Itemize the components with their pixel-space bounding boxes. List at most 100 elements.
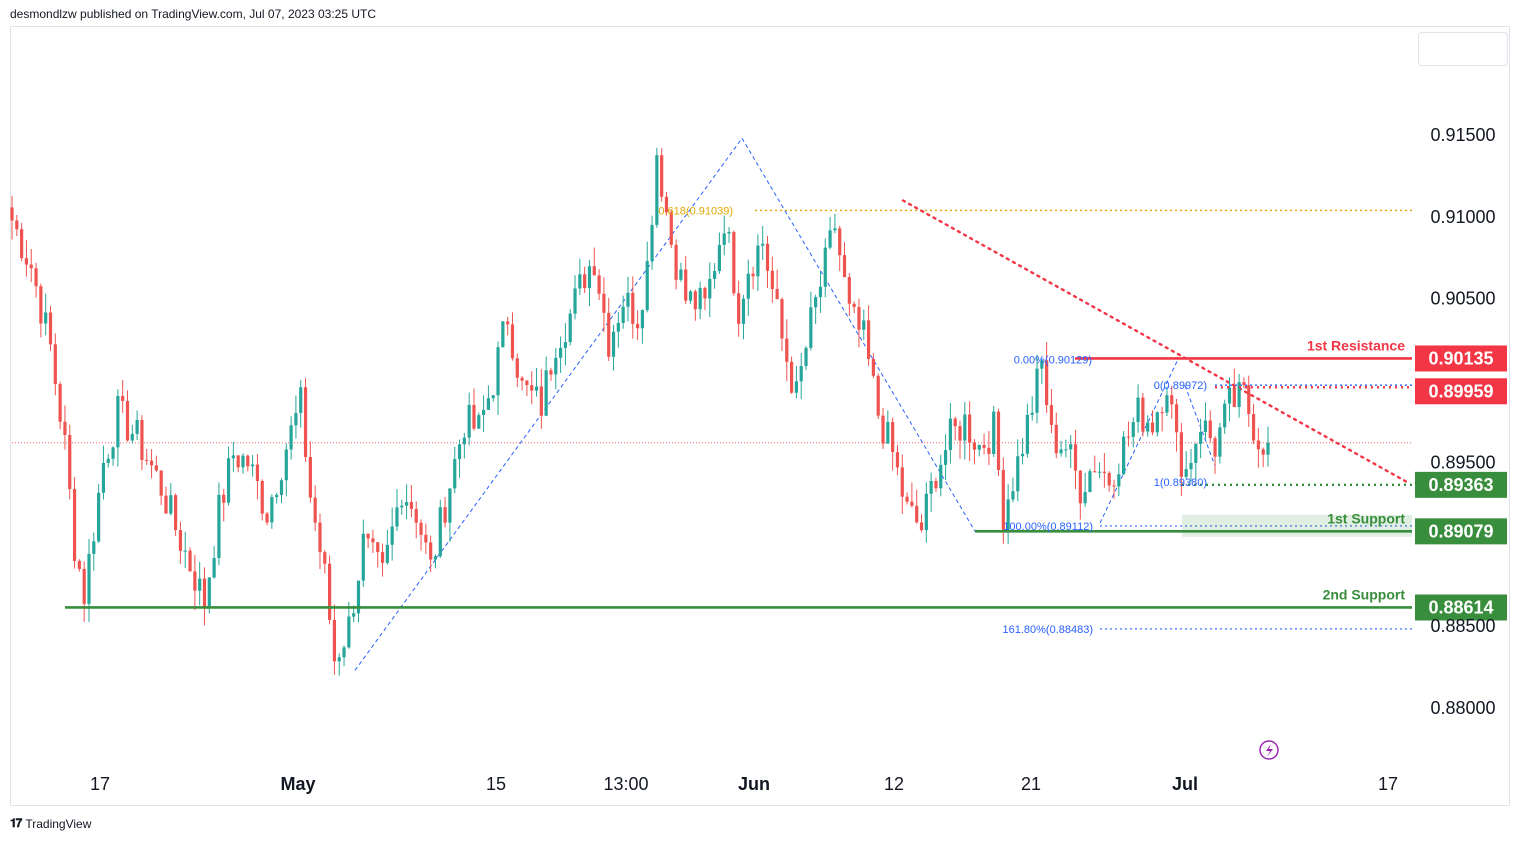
candle-body [693, 291, 697, 310]
fib-label-5: 100.00%(0.89112) [1003, 521, 1093, 533]
candle-body [202, 578, 207, 608]
candle-body [419, 522, 423, 535]
candle-body [236, 455, 240, 468]
candle-body [924, 493, 928, 531]
fib-label-2: 0.00%(0.90129) [1014, 354, 1092, 366]
candle-body [741, 298, 746, 324]
candle-body [770, 270, 774, 289]
candle-body [775, 288, 779, 300]
candle-body [972, 442, 977, 450]
y-tick-label: 0.89500 [1430, 452, 1495, 472]
candle-body [1213, 438, 1217, 457]
candle-body [260, 480, 264, 514]
candle-body [29, 264, 33, 269]
candle-body [1069, 444, 1073, 450]
candle-body [1256, 440, 1260, 450]
fib-trend-line [1099, 359, 1179, 524]
fib-trend-line [354, 137, 743, 671]
candle-body [1035, 368, 1039, 413]
tradingview-logo-icon: 𝟏𝟕 [10, 816, 22, 830]
candle-body [712, 270, 717, 279]
candle-body [318, 522, 322, 553]
candle-body [939, 464, 943, 489]
candle-body [457, 444, 462, 460]
chart-guides [12, 137, 1412, 671]
candle-body [717, 244, 722, 271]
candle-body [255, 464, 260, 481]
candle-body [660, 155, 664, 197]
candle-body [563, 342, 568, 348]
y-axis: 0.91500 0.91000 0.90500 0.89500 0.88500 0.880… [1430, 125, 1495, 718]
candle-body [149, 460, 154, 466]
candle-body [1126, 436, 1131, 438]
candle-body [587, 266, 592, 289]
candle-body [433, 556, 438, 560]
candle-body [1208, 420, 1212, 439]
candle-body [910, 501, 914, 506]
candle-body [1150, 422, 1155, 433]
candle-body [862, 320, 866, 330]
candle-body [1045, 360, 1049, 406]
candle-body [97, 492, 101, 542]
candle-body [371, 538, 375, 543]
candle-body [491, 395, 495, 399]
candle-body [347, 616, 351, 648]
y-tick-label: 0.91500 [1430, 125, 1495, 145]
candle-body [592, 266, 596, 276]
candle-body [496, 347, 500, 396]
candle-body [409, 502, 414, 509]
candle-body [520, 377, 524, 381]
candle-body [515, 358, 519, 378]
candle-body [992, 411, 996, 454]
candle-body [1251, 414, 1256, 441]
candle-body [842, 255, 847, 278]
candle-body [270, 497, 274, 523]
price-tag-text-1: 0.90135 [1428, 348, 1493, 368]
fib-label-1: 0.618(0.91039) [658, 205, 733, 217]
candle-body [977, 444, 981, 450]
candle-body [438, 507, 442, 557]
candle-body [356, 580, 361, 614]
candle-body [1194, 443, 1198, 463]
candle-body [58, 384, 62, 422]
candle-body [963, 414, 967, 441]
chart-control-box[interactable] [1418, 32, 1508, 66]
candle-body [640, 310, 645, 329]
x-tick-label: 12 [884, 774, 904, 794]
candle-body [472, 404, 476, 429]
candle-body [265, 513, 269, 523]
candle-body [534, 386, 539, 391]
candle-body [1054, 424, 1058, 454]
price-tag-3 [1415, 471, 1507, 498]
candle-body [1040, 360, 1044, 369]
x-tick-label: Jul [1172, 774, 1198, 794]
candle-body [1199, 432, 1203, 444]
candle-body [68, 435, 72, 489]
candle-body [135, 419, 139, 434]
candle-body [130, 433, 134, 441]
candle-body [1189, 462, 1193, 470]
candle-body [544, 370, 548, 416]
candle-body [275, 494, 279, 498]
candle-body [390, 526, 394, 545]
x-tick-label: Jun [738, 774, 770, 794]
candle-body [664, 196, 669, 213]
y-tick-label: 0.90500 [1430, 289, 1495, 309]
candle-body [799, 366, 803, 382]
candle-body [178, 530, 183, 551]
candle-body [44, 312, 48, 324]
replay-icon[interactable] [1259, 740, 1279, 760]
price-tag-text-3: 0.89363 [1428, 475, 1493, 495]
candle-body [448, 488, 452, 523]
candle-body [1117, 474, 1121, 487]
candle-body [1107, 472, 1111, 486]
candle-body [395, 507, 399, 527]
candle-body [679, 269, 683, 280]
candle-body [106, 458, 110, 463]
candle-body [688, 291, 693, 301]
candle-body [1136, 397, 1140, 423]
candle-body [953, 418, 957, 427]
candle-body [1170, 395, 1174, 405]
candle-body [477, 415, 481, 429]
